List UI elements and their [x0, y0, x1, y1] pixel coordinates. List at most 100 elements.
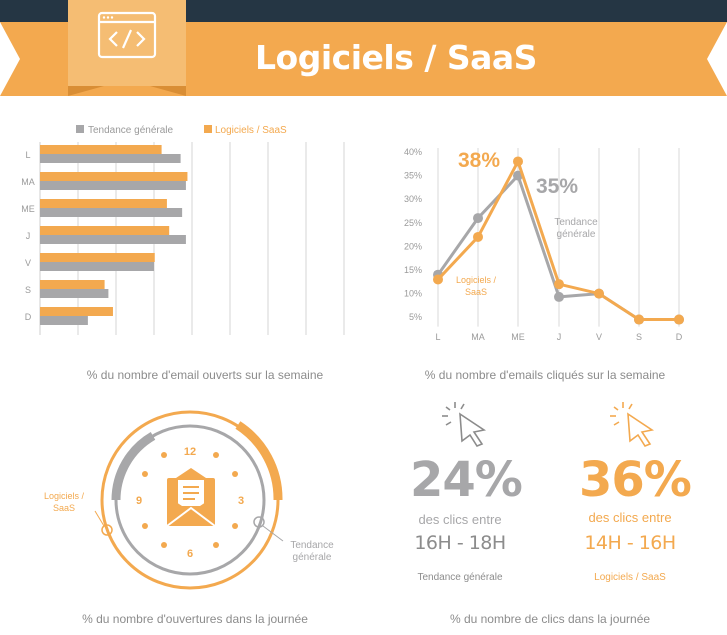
click-hours-general: 16H - 18H: [414, 532, 506, 554]
line-label-general-2: générale: [557, 229, 596, 240]
line-x-tick-label: S: [636, 332, 642, 342]
bar-saas: [40, 253, 155, 262]
bar-category-label: V: [25, 258, 31, 268]
caption-weekly-opens: % du nombre d'email ouverts sur la semai…: [86, 368, 324, 382]
click-pct-general: 24%: [410, 452, 523, 508]
clock-label-9: 9: [136, 495, 142, 507]
clock-hour-dot: [213, 451, 219, 458]
clock-hour-dot: [161, 542, 167, 549]
line-y-tick-label: 20%: [404, 241, 422, 251]
clock-hour-dot: [161, 451, 167, 458]
clock-arc-general: [111, 432, 156, 501]
bar-general: [40, 208, 183, 217]
legend-label-general: Tendance générale: [88, 125, 174, 136]
line-x-tick-label: J: [557, 332, 562, 342]
cursor-click-icon-saas: [610, 402, 655, 447]
clock-label-12: 12: [184, 446, 196, 458]
line-label-general-1: Tendance: [554, 217, 598, 228]
clock-hour-dot: [232, 471, 239, 477]
bar-category-label: MA: [21, 177, 35, 187]
bar-category-label: L: [25, 150, 30, 160]
clock-label-saas-1: Logiciels /: [44, 491, 85, 501]
bar-x-tick-label: 15%: [134, 344, 152, 345]
bar-x-tick-label: 25%: [210, 344, 228, 345]
header-ribbon: [0, 0, 727, 96]
bar-saas: [40, 280, 105, 289]
line-y-tick-label: 30%: [404, 194, 422, 204]
line-x-tick-label: MA: [471, 332, 485, 342]
bar-saas: [40, 199, 167, 208]
bar-category-label: ME: [21, 204, 35, 214]
bar-general: [40, 154, 181, 163]
cursor-click-icon-general: [442, 402, 487, 447]
clock-dots: [141, 451, 239, 549]
click-hours-saas: 14H - 16H: [584, 532, 676, 554]
page-title: Logiciels / SaaS: [255, 38, 537, 77]
line-point-general: [554, 291, 564, 302]
bar-general: [40, 262, 154, 271]
clock-hour-dot: [232, 523, 239, 529]
line-point-general: [473, 213, 483, 224]
annotation-peak-general: 35%: [536, 175, 578, 198]
bar-category-label: J: [26, 231, 31, 241]
line-y-tick-label: 5%: [409, 312, 422, 322]
bar-general: [40, 289, 109, 298]
line-y-tick-label: 10%: [404, 289, 422, 299]
line-label-saas-1: Logiciels /: [456, 275, 497, 285]
clock-label-3: 3: [238, 495, 244, 507]
legend-swatch-saas: [204, 125, 212, 133]
click-line-saas: des clics entre: [588, 510, 672, 525]
bar-x-tick-label: 35%: [286, 344, 304, 345]
click-who-saas: Logiciels / SaaS: [594, 572, 666, 583]
clock-arc-saas: [235, 421, 283, 501]
bar-x-tick-label: 10%: [96, 344, 114, 345]
click-who-general: Tendance générale: [417, 572, 503, 583]
code-window-icon: [97, 11, 157, 59]
legend-label-saas: Logiciels / SaaS: [215, 125, 287, 136]
cursor-icons: [442, 402, 655, 447]
caption-daily-opens: % du nombre d'ouvertures dans la journée: [82, 612, 308, 626]
bar-x-tick-label: 20%: [172, 344, 190, 345]
line-point-saas: [473, 231, 483, 242]
click-pct-saas: 36%: [579, 452, 692, 508]
clock-hour-dot: [141, 471, 148, 477]
line-x-tick-label: L: [435, 332, 440, 342]
bar-category-label: D: [25, 312, 32, 322]
clock-hour-dot: [141, 523, 148, 529]
bar-saas: [40, 307, 113, 316]
line-point-saas: [674, 314, 684, 325]
line-x-tick-label: V: [596, 332, 602, 342]
clock-label-saas-2: SaaS: [53, 503, 75, 513]
line-point-saas: [594, 288, 604, 299]
bar-x-tick-label: 30%: [248, 344, 266, 345]
bar-general: [40, 181, 186, 190]
caption-daily-clicks: % du nombre de clics dans la journée: [449, 612, 651, 626]
bar-x-tick-label: 40%: [324, 344, 342, 345]
clock-label-general-2: générale: [293, 552, 332, 563]
bar-saas: [40, 172, 188, 181]
clock-label-general-1: Tendance: [290, 540, 334, 551]
line-x-tick-label: D: [676, 332, 683, 342]
line-y-tick-label: 35%: [404, 171, 422, 181]
envelope-icon: [166, 468, 216, 527]
clock-label-6: 6: [187, 548, 193, 560]
line-label-saas-2: SaaS: [465, 287, 487, 297]
line-x-tick-label: ME: [511, 332, 525, 342]
line-y-tick-label: 25%: [404, 218, 422, 228]
legend-swatch-general: [76, 125, 84, 133]
weekly-clicks-line-chart: 40% 35% 30% 25% 20% 15% 10% 5% L MA ME J V S D 38% 35…: [404, 147, 684, 342]
line-point-saas: [513, 156, 523, 167]
line-y-tick-label: 40%: [404, 147, 422, 157]
bar-general: [40, 316, 88, 325]
clock-hour-dot: [213, 542, 219, 549]
line-y-tick-label: 15%: [404, 265, 422, 275]
weekly-opens-bar-chart: Tendance générale Logiciels / SaaS L MA ME…: [21, 125, 345, 345]
bar-legend: Tendance générale Logiciels / SaaS: [76, 125, 287, 136]
bar-saas: [40, 226, 170, 235]
daily-opens-clock: 12 3 6 9 Logiciels / SaaS Tendance génér…: [44, 410, 334, 590]
bar-saas: [40, 145, 162, 154]
bar-category-label: S: [25, 285, 31, 295]
line-point-saas: [554, 279, 564, 290]
caption-weekly-clicks: % du nombre d'emails cliqués sur la sema…: [424, 368, 666, 382]
click-line-general: des clics entre: [418, 512, 502, 527]
